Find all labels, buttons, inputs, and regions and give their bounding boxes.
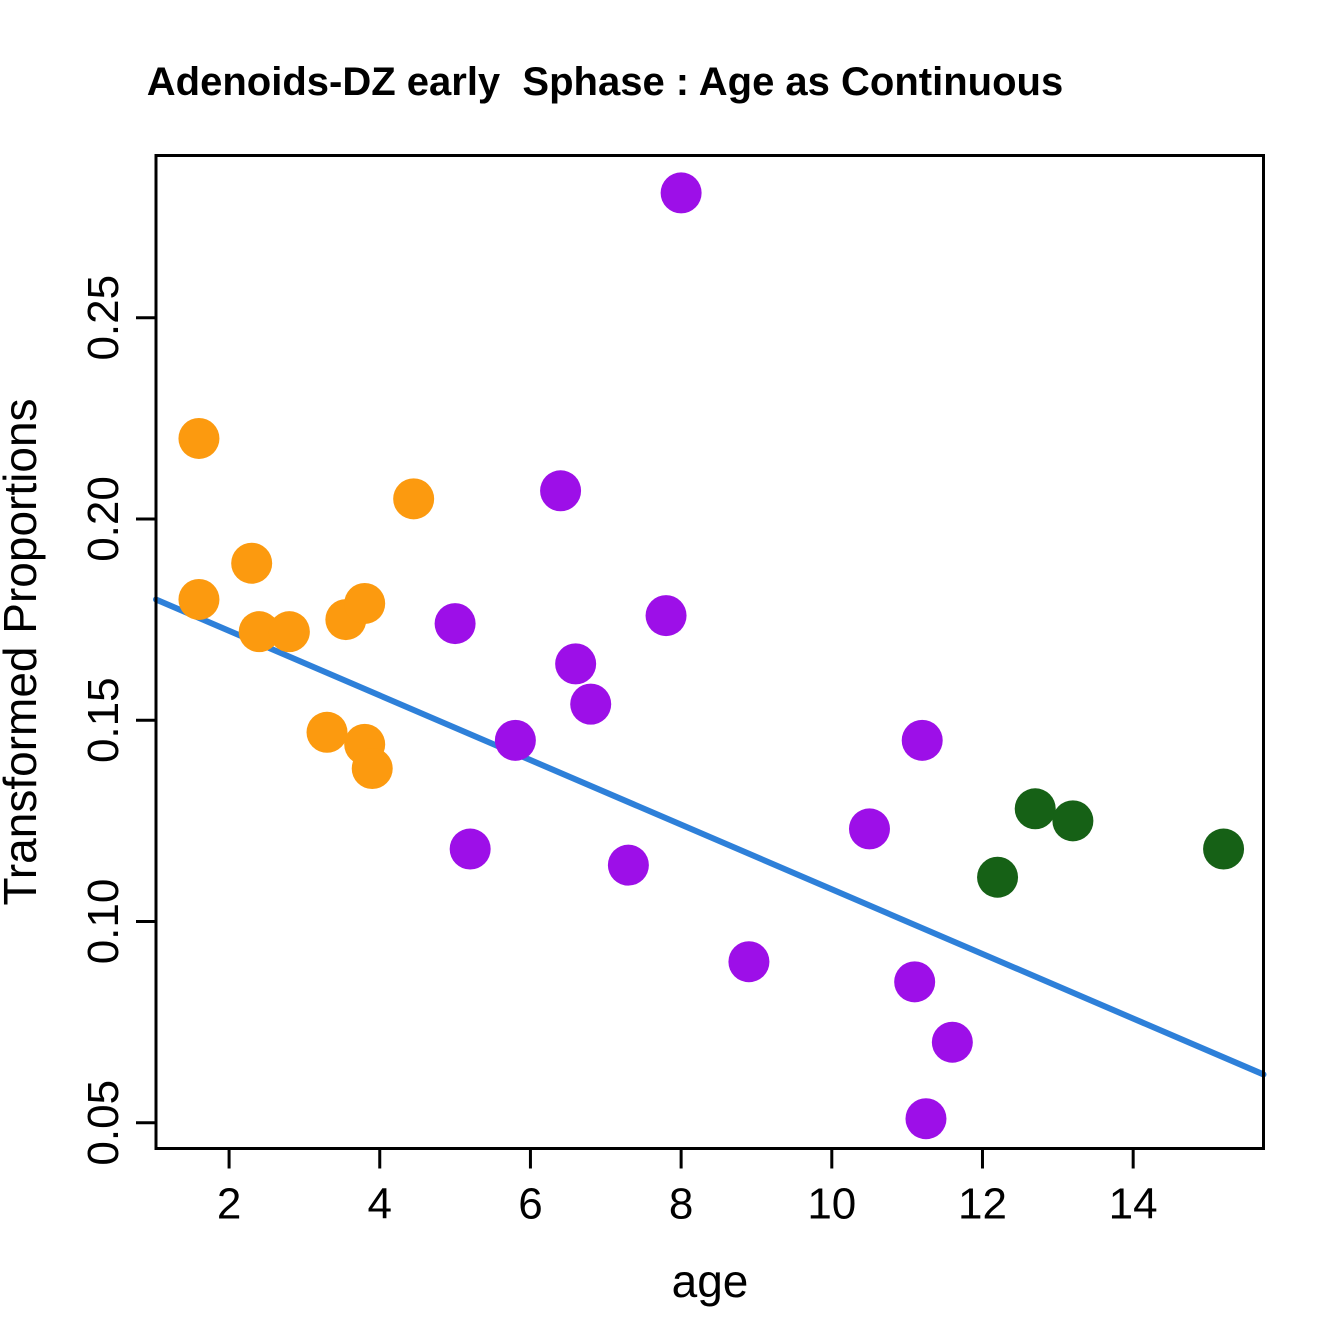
- data-point-purple-group: [848, 808, 890, 850]
- data-point-orange-group: [238, 611, 280, 653]
- y-tick-label: 0.10: [79, 879, 128, 965]
- data-point-purple-group: [449, 828, 491, 870]
- data-point-orange-group: [178, 417, 220, 459]
- data-point-purple-group: [645, 595, 687, 637]
- data-point-orange-group: [306, 711, 348, 753]
- axis-ticks: 2 4 6 8 10 12 14 0.05 0.10 0.15 0.20 0.25: [79, 275, 1158, 1229]
- data-point-purple-group: [607, 844, 649, 886]
- y-tick-label: 0.05: [79, 1080, 128, 1166]
- data-point-orange-group: [231, 542, 273, 584]
- data-point-purple-group: [660, 172, 702, 214]
- data-point-green-group: [1052, 800, 1094, 842]
- data-point-purple-group: [901, 719, 943, 761]
- data-point-orange-group: [268, 611, 310, 653]
- y-tick-label: 0.20: [79, 476, 128, 562]
- data-points-layer: [178, 172, 1245, 1140]
- data-point-purple-group: [905, 1098, 947, 1140]
- x-tick-label: 12: [958, 1180, 1007, 1229]
- data-point-orange-group: [351, 748, 393, 790]
- regression-line: [153, 596, 1267, 1078]
- plot-border: [154, 154, 1265, 1150]
- y-tick-label: 0.25: [79, 275, 128, 361]
- data-point-purple-group: [728, 941, 770, 983]
- x-tick-label: 14: [1109, 1180, 1158, 1229]
- chart-title: Adenoids-DZ early Sphase : Age as Contin…: [147, 60, 1063, 104]
- data-point-purple-group: [555, 643, 597, 685]
- data-point-orange-group: [344, 582, 386, 624]
- x-tick-label: 6: [518, 1180, 542, 1229]
- data-point-orange-group: [178, 578, 220, 620]
- regression-line-layer: [153, 596, 1267, 1078]
- data-point-purple-group: [540, 470, 582, 512]
- x-tick-label: 2: [217, 1180, 241, 1229]
- x-axis-label: age: [672, 1255, 749, 1307]
- data-point-purple-group: [570, 683, 612, 725]
- data-point-purple-group: [931, 1021, 973, 1063]
- data-point-purple-group: [494, 719, 536, 761]
- data-point-purple-group: [434, 603, 476, 645]
- y-tick-label: 0.15: [79, 677, 128, 763]
- y-axis-label: Transformed Proportions: [0, 398, 46, 905]
- data-point-purple-group: [894, 961, 936, 1003]
- x-tick-label: 4: [368, 1180, 392, 1229]
- x-tick-label: 8: [669, 1180, 693, 1229]
- data-point-green-group: [1014, 788, 1056, 830]
- data-point-green-group: [1203, 828, 1245, 870]
- data-point-green-group: [977, 856, 1019, 898]
- x-tick-label: 10: [807, 1180, 856, 1229]
- data-point-orange-group: [393, 478, 435, 520]
